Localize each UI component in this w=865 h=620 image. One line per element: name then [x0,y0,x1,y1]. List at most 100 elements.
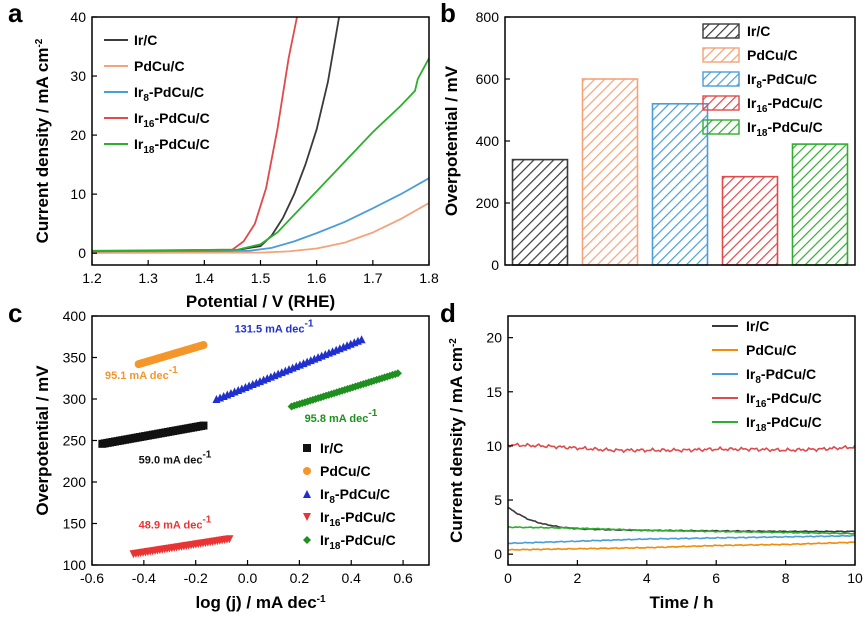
panel-d-xtick-label: 4 [643,570,651,586]
panel-d-legend-label-part: -PdCu/C [761,366,816,382]
panel-b-bar [581,78,639,266]
panel-a-xtick-label: 1.6 [307,270,327,286]
panel-a-legend-label: Ir/C [134,32,157,48]
panel-a-xtick-label: 1.5 [251,270,271,286]
panel-c-xlabel: log (j) / mA dec-1 [195,593,326,612]
panel-a-ylabel-part: Current density / mA cm [33,48,52,244]
panel-a-legend-label-part: PdCu/C [134,58,185,74]
panel-d-series-line [508,534,855,545]
panel-a-series-line [92,57,429,252]
panel-d-ytick-label: 15 [486,384,502,400]
panel-c-legend-label-part: -PdCu/C [340,509,395,525]
panel-a-legend-label-part: 18 [143,145,155,156]
panel-d-ylabel: Current density / mA cm-2 [447,338,466,543]
panel-a-xtick-label: 1.7 [363,270,383,286]
panel-b-legend-swatch [702,119,740,135]
panel-d-legend-label: Ir8-PdCu/C [746,366,816,386]
panel-c-ytick-label: 300 [63,391,87,407]
panel-d-legend-label-part: PdCu/C [746,342,797,358]
panel-c-slope-label-part: 48.9 mA dec [139,519,203,531]
panel-d-xtick-label: 0 [504,570,512,586]
panel-a-legend-label-part: 16 [143,119,155,130]
panel-c-xtick-label: -0.4 [132,570,156,586]
panel-d-legend-label-part: Ir [746,414,756,430]
panel-a-xtick-label: 1.8 [419,270,439,286]
panel-a-legend-label: Ir8-PdCu/C [134,84,204,104]
panel-c-legend-marker [303,536,311,544]
panel-c-slope-label: 95.1 mA dec-1 [105,365,178,382]
panel-d-xlabel-part: Time / h [650,593,714,612]
panel-b-legend-label: Ir8-PdCu/C [747,71,817,91]
panel-b-bar [651,103,709,266]
panel-c-slope-label-part: 131.5 mA dec [235,324,305,336]
panel-c-legend-marker [303,490,311,498]
panel-c-legend-label: PdCu/C [320,463,371,479]
panel-b-ytick-label: 0 [491,257,499,273]
panel-a-label: a [8,0,23,28]
panel-a-legend-label-part: Ir [134,136,144,152]
panel-d-ytick-label: 10 [486,438,502,454]
panel-d-xlabel: Time / h [650,593,714,612]
panel-b-legend-label: PdCu/C [747,47,798,63]
panel-c-slope-label: 95.8 mA dec-1 [305,408,378,425]
panel-a-legend-label-part: -PdCu/C [154,136,209,152]
panel-c-xlabel-part: -1 [317,594,326,605]
panel-d-legend-label-part: 16 [755,399,767,410]
panel-a-legend-label-part: Ir [134,110,144,126]
panel-c-legend-label-part: -PdCu/C [335,486,390,502]
panel-c-data-point [357,335,366,344]
panel-a-xtick-label: 1.3 [138,270,158,286]
panel-b-bar [721,175,779,266]
panel-d-legend-label-part: 18 [755,423,767,434]
panel-c-slope-label-part: -1 [304,319,313,330]
panel-c-data-point [199,341,208,350]
panel-c-legend-label-part: Ir [320,532,330,548]
panel-a-series-line [92,17,340,253]
panel-b-legend-label: Ir18-PdCu/C [747,119,823,139]
panel-b-bar [511,158,569,266]
panel-b-legend-swatch [702,71,740,87]
panel-c-legend-label-part: 18 [329,541,341,552]
panel-b-ytick-label: 800 [476,9,500,25]
panel-c-legend-marker [303,513,311,521]
panel-c-xtick-label: 0.0 [238,570,258,586]
panel-a-ylabel-part: -2 [34,38,45,47]
panel-c-legend-label: Ir18-PdCu/C [320,532,396,552]
panel-b-legend-label-part: 8 [756,80,762,91]
panel-a-legend-label-part: -PdCu/C [149,84,204,100]
panel-d-legend-label: Ir18-PdCu/C [746,414,822,434]
panel-c-legend-marker [303,444,311,452]
panel-c-xtick-label: 0.4 [341,570,361,586]
panel-c-legend-label-part: Ir [320,486,330,502]
panel-a-legend-label-part: 8 [143,93,149,104]
panel-a-legend-label: PdCu/C [134,58,185,74]
panel-a-legend-label-part: -PdCu/C [154,110,209,126]
panel-d-legend-label-part: Ir/C [746,318,769,334]
panel-c-ylabel-part: Overpotential / mV [33,365,52,516]
panel-b-legend-swatch [702,47,740,63]
panel-b-legend-label-part: Ir [747,95,757,111]
panel-c-ytick-label: 250 [63,433,87,449]
panel-b-ylabel: Overpotential / mV [442,65,461,216]
panel-b-legend-label: Ir/C [747,23,770,39]
panel-a-ytick-label: 20 [70,127,86,143]
panel-a-series-line [92,202,429,254]
panel-d-ytick-label: 0 [494,546,502,562]
panel-b-legend-label-part: Ir [747,71,757,87]
panel-b-bar [791,143,849,266]
panel-a-xtick-label: 1.2 [82,270,102,286]
panel-b-legend-label-part: Ir/C [747,23,770,39]
panel-c-slope-label-part: 95.1 mA dec [105,370,169,382]
panel-c-legend-label-part: 16 [329,518,341,529]
panel-a-ytick-label: 30 [70,68,86,84]
panel-c-data-point [199,421,208,430]
panel-a-ytick-label: 40 [70,9,86,25]
panel-c-legend-label-part: 8 [329,495,335,506]
panel-c-xtick-label: -0.6 [80,570,104,586]
panel-b-ylabel-part: Overpotential / mV [442,65,461,216]
panel-d-legend-label-part: -PdCu/C [766,390,821,406]
panel-d-ytick-label: 20 [486,330,502,346]
panel-d-legend-label: Ir/C [746,318,769,334]
panel-a-legend-label: Ir18-PdCu/C [134,136,210,156]
